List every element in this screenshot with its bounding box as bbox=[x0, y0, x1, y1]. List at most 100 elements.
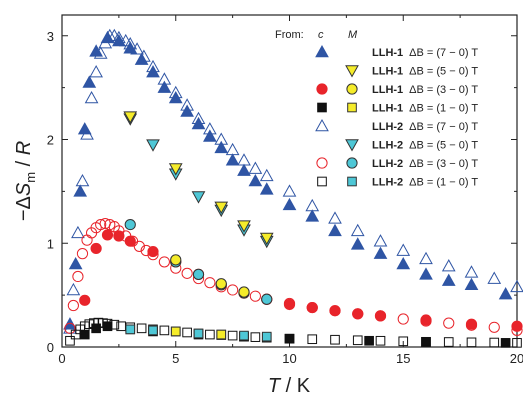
data-point bbox=[158, 256, 170, 268]
legend-entry-label: LLH-2 ΔB = (5 − 0) T bbox=[372, 140, 478, 152]
legend-entry-field: ΔB = (1 − 0) T bbox=[409, 103, 478, 115]
data-point bbox=[168, 163, 183, 176]
legend-header-from: From: bbox=[275, 29, 304, 41]
data-point bbox=[227, 284, 239, 296]
data-point bbox=[498, 287, 513, 300]
data-point bbox=[130, 42, 144, 55]
data-point bbox=[124, 218, 136, 231]
data-point bbox=[214, 132, 229, 145]
data-point bbox=[109, 319, 120, 330]
legend-marker-m bbox=[347, 102, 357, 113]
data-point bbox=[328, 223, 342, 237]
data-point bbox=[261, 331, 272, 342]
data-point bbox=[123, 37, 138, 50]
data-point bbox=[397, 313, 409, 325]
legend-entry-name: LLH-2 bbox=[372, 158, 403, 170]
data-point bbox=[101, 229, 114, 241]
data-point bbox=[364, 335, 374, 346]
series-llh2_7T_c bbox=[63, 28, 523, 334]
data-point bbox=[170, 254, 182, 266]
data-point bbox=[511, 320, 523, 332]
legend-entry-label: LLH-2 ΔB = (7 − 0) T bbox=[372, 121, 478, 133]
data-point bbox=[443, 317, 455, 329]
data-point bbox=[136, 323, 147, 334]
legend-entry-label: LLH-1 ΔB = (3 − 0) T bbox=[372, 84, 478, 96]
legend-entry-label: LLH-2 ΔB = (1 − 0) T bbox=[372, 177, 478, 189]
data-point bbox=[180, 104, 194, 117]
data-point bbox=[259, 168, 274, 182]
data-point bbox=[441, 273, 456, 286]
series-llh1_3T_m bbox=[170, 254, 250, 298]
data-series bbox=[63, 28, 523, 348]
data-point bbox=[396, 243, 411, 256]
data-point bbox=[90, 242, 102, 255]
data-point bbox=[248, 161, 263, 174]
data-point bbox=[282, 197, 297, 211]
data-point bbox=[75, 173, 90, 187]
data-point bbox=[398, 336, 409, 347]
legend-marker-m bbox=[346, 83, 358, 95]
data-point bbox=[146, 139, 160, 152]
data-point bbox=[204, 277, 216, 289]
axis-ticks: 0 5 10 15 20 0 1 2 3 bbox=[47, 15, 523, 366]
legend-entry-field: ΔB = (5 − 0) T bbox=[409, 66, 478, 78]
data-point bbox=[123, 111, 138, 124]
series-llh2_3T_c bbox=[64, 217, 523, 336]
y-tick-label: 2 bbox=[47, 133, 54, 148]
y-tick-label: 1 bbox=[47, 236, 54, 251]
data-point bbox=[193, 328, 204, 339]
data-point bbox=[420, 315, 432, 327]
data-point bbox=[146, 59, 160, 73]
data-point bbox=[79, 294, 91, 306]
data-point bbox=[328, 211, 342, 224]
data-point bbox=[73, 184, 88, 197]
y-tick-label: 0 bbox=[47, 340, 54, 355]
data-point bbox=[396, 256, 411, 270]
data-point bbox=[239, 330, 249, 341]
legend-marker-m bbox=[345, 65, 359, 78]
legend-entry-field: ΔB = (7 − 0) T bbox=[409, 47, 478, 59]
data-point bbox=[284, 333, 295, 344]
series-llh2_5T_m bbox=[123, 113, 274, 249]
legend-entry-label: LLH-1 ΔB = (7 − 0) T bbox=[372, 47, 478, 59]
legend-entry-field: ΔB = (3 − 0) T bbox=[409, 84, 478, 96]
data-point bbox=[307, 334, 318, 345]
data-point bbox=[67, 299, 79, 312]
data-point bbox=[350, 237, 365, 250]
legend-entry-field: ΔB = (5 − 0) T bbox=[409, 140, 478, 152]
data-point bbox=[192, 268, 205, 280]
data-point bbox=[419, 267, 433, 280]
data-point bbox=[329, 305, 341, 317]
data-point bbox=[180, 98, 194, 111]
data-point bbox=[488, 321, 500, 333]
data-point bbox=[419, 251, 433, 265]
data-point bbox=[237, 163, 251, 176]
x-tick-label: 5 bbox=[172, 351, 179, 366]
data-point bbox=[182, 327, 192, 338]
series-llh1_7T_c bbox=[63, 30, 513, 330]
data-point bbox=[250, 332, 261, 342]
data-point bbox=[148, 325, 158, 336]
legend-entry-name: LLH-2 bbox=[372, 121, 403, 133]
data-point bbox=[203, 129, 217, 142]
data-point bbox=[137, 49, 151, 62]
legend-entry-name: LLH-2 bbox=[372, 140, 403, 152]
data-point bbox=[330, 334, 340, 345]
data-point bbox=[216, 329, 227, 340]
data-point bbox=[352, 335, 363, 346]
legend-marker-c bbox=[315, 44, 329, 58]
legend-marker-c bbox=[315, 118, 329, 132]
data-point bbox=[65, 335, 75, 346]
legend-entry-label: LLH-1 ΔB = (1 − 0) T bbox=[372, 103, 478, 115]
data-point bbox=[238, 286, 250, 298]
data-point bbox=[84, 90, 99, 104]
data-point bbox=[464, 265, 479, 278]
series-llh1_1T_c bbox=[79, 321, 511, 348]
x-tick-label: 20 bbox=[510, 351, 523, 366]
y-tick-label: 3 bbox=[47, 29, 54, 44]
data-point bbox=[191, 191, 206, 204]
data-point bbox=[305, 209, 320, 222]
data-point bbox=[102, 318, 113, 329]
data-point bbox=[237, 153, 251, 166]
